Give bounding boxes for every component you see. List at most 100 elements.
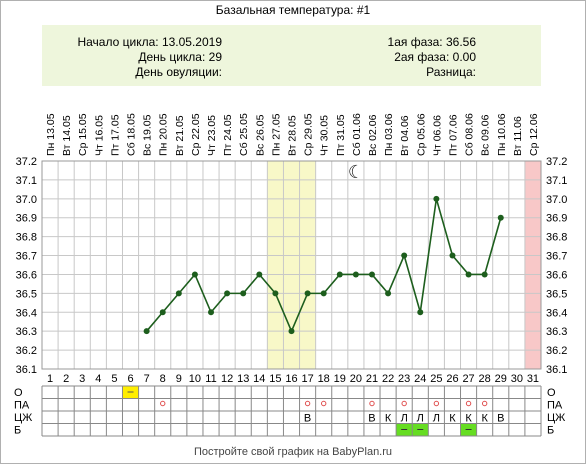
date-label: Чт 06.06	[431, 115, 443, 156]
day-number: 29	[495, 373, 507, 385]
y-tick-label-right: 36.9	[546, 213, 567, 225]
day-number: 1	[47, 373, 53, 385]
row-label-left: ЦЖ	[14, 412, 32, 424]
cycle-info-panel: Начало цикла: 13.05.2019 День цикла: 29 …	[42, 25, 541, 86]
row-label-right: ПА	[547, 400, 563, 412]
date-label: Ср 22.05	[190, 113, 202, 156]
temperature-point	[449, 252, 456, 259]
y-tick-label-left: 36.4	[16, 307, 37, 319]
y-tick-label-left: 36.3	[16, 326, 37, 338]
pa-circle-mark	[160, 400, 166, 407]
pa-circle-mark	[304, 400, 311, 407]
date-label: Вт 28.05	[287, 115, 299, 156]
cm-letter: Л	[401, 413, 408, 425]
day-number: 26	[446, 373, 458, 385]
temperature-point	[224, 290, 231, 297]
day-number: 11	[205, 373, 216, 385]
y-tick-label-left: 36.6	[16, 269, 37, 281]
day-number: 13	[237, 373, 249, 385]
y-tick-label-right: 37.2	[546, 156, 567, 168]
date-label: Вс 19.05	[142, 114, 154, 156]
date-label: Вс 02.06	[367, 114, 379, 156]
y-tick-label-left: 37.1	[16, 175, 37, 187]
row-label-right: ЦЖ	[547, 412, 565, 424]
temperature-point	[417, 309, 424, 316]
day-number: 8	[160, 373, 166, 385]
date-label: Пн 20.05	[158, 113, 170, 156]
date-label: Сб 18.05	[126, 113, 138, 156]
day-number: 17	[301, 373, 313, 385]
y-tick-label-right: 37.1	[546, 175, 567, 187]
temperature-point	[272, 290, 279, 297]
day-number: 3	[79, 373, 85, 385]
moon-icon: ☾	[348, 162, 364, 182]
y-tick-label-left: 36.2	[16, 345, 37, 357]
y-tick-label-left: 37.0	[16, 194, 37, 206]
date-label: Пн 27.05	[270, 113, 282, 156]
temperature-point	[481, 271, 488, 278]
row-label-left: Б	[14, 425, 21, 437]
day-number: 10	[189, 373, 201, 385]
temperature-line	[146, 198, 502, 334]
day-number: 12	[221, 373, 233, 385]
temperature-point	[143, 328, 150, 335]
date-label: Вт 14.05	[61, 115, 73, 156]
difference: Разница:	[426, 65, 476, 79]
cm-letter: К	[449, 413, 456, 425]
pa-circle-mark	[369, 400, 375, 407]
day-number: 15	[269, 373, 281, 385]
phase2: 2ая фаза: 0.00	[394, 50, 476, 64]
date-label: Пн 10.06	[496, 113, 508, 156]
pa-circle-mark	[320, 400, 327, 407]
cm-letter: В	[368, 413, 375, 425]
cm-letter: К	[481, 413, 488, 425]
date-label: Пт 24.05	[222, 114, 234, 156]
temperature-point	[336, 271, 343, 278]
page-title: Базальная температура: #1	[215, 3, 371, 17]
date-label: Вс 26.05	[254, 114, 266, 156]
y-tick-label-left: 36.9	[16, 213, 37, 225]
today-column	[524, 161, 541, 369]
date-label: Сб 01.06	[351, 113, 363, 156]
day-number: 21	[366, 373, 378, 385]
y-tick-label-left: 37.2	[16, 156, 37, 168]
pa-circle-mark	[481, 400, 488, 407]
cm-letter: К	[465, 413, 472, 425]
temperature-point	[368, 271, 375, 278]
temperature-point	[320, 290, 327, 297]
temperature-point	[465, 271, 472, 278]
temperature-point	[352, 271, 359, 278]
date-label: Пт 17.05	[109, 114, 121, 156]
fertile-window-band	[267, 161, 316, 369]
day-number: 14	[253, 373, 265, 385]
row-label-right: О	[547, 387, 556, 399]
footer-link[interactable]: Постройте свой график на BabyPlan.ru	[193, 446, 393, 458]
y-tick-label-right: 36.6	[546, 269, 567, 281]
day-number: 28	[479, 373, 491, 385]
date-label: Ср 05.06	[415, 113, 427, 156]
temperature-point	[288, 328, 295, 335]
pa-circle-mark	[433, 400, 440, 407]
date-label: Пт 07.06	[447, 114, 459, 156]
date-label: Ср 12.06	[528, 113, 540, 156]
day-number: 6	[127, 373, 133, 385]
temperature-point	[433, 195, 440, 202]
cycle-day: День цикла: 29	[138, 50, 222, 64]
temperature-point	[304, 290, 311, 297]
temperature-point	[208, 309, 215, 316]
date-label: Вт 11.06	[512, 116, 524, 156]
date-label: Пн 03.06	[383, 113, 395, 156]
day-number: 4	[95, 373, 101, 385]
day-number: 16	[285, 373, 297, 385]
temperature-point	[191, 271, 198, 278]
day-number: 23	[398, 373, 410, 385]
day-number: 30	[511, 373, 523, 385]
date-label: Пн 13.05	[45, 113, 57, 156]
date-label: Чт 23.05	[206, 115, 218, 156]
cm-letter: Л	[417, 413, 424, 425]
row-label-left: ПА	[14, 400, 30, 412]
date-label: Ср 29.05	[303, 113, 315, 156]
temperature-point	[497, 214, 504, 221]
date-label: Ср 15.05	[77, 113, 89, 156]
day-number: 24	[414, 373, 426, 385]
